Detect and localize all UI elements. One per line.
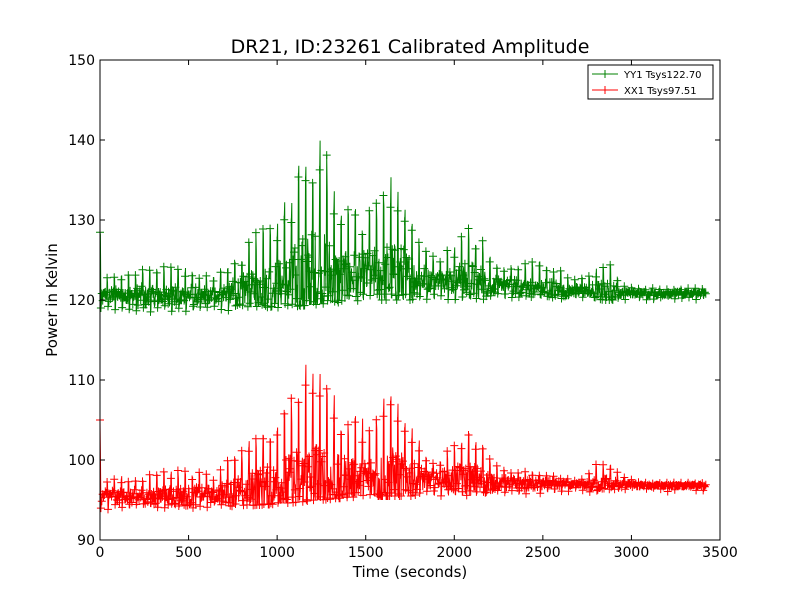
series-yy1	[96, 140, 710, 316]
x-axis-title: Time (seconds)	[352, 563, 468, 581]
x-tick-label: 1500	[348, 545, 384, 561]
legend-entry-xx1: XX1 Tsys97.51	[592, 86, 697, 97]
y-tick-label: 110	[68, 373, 95, 389]
y-axis-title: Power in Kelvin	[43, 243, 61, 357]
x-tick-label: 500	[175, 545, 202, 561]
legend-marker-xx1	[601, 86, 609, 94]
x-tick-label: 0	[96, 545, 105, 561]
x-tick-label: 2000	[436, 545, 472, 561]
legend-label-yy1: YY1 Tsys122.70	[623, 70, 702, 81]
y-tick-label: 150	[68, 53, 95, 69]
y-tick-label: 100	[68, 453, 95, 469]
legend-box	[587, 64, 714, 100]
chart-title: DR21, ID:23261 Calibrated Amplitude	[231, 36, 590, 58]
y-tick-label: 140	[68, 133, 95, 149]
y-tick-label: 90	[77, 533, 95, 549]
y-tick-label: 120	[68, 293, 95, 309]
legend-marker-yy1	[601, 70, 609, 78]
legend: YY1 Tsys122.70 XX1 Tsys97.51	[587, 64, 714, 100]
x-tick-label: 1000	[259, 545, 295, 561]
legend-entry-yy1: YY1 Tsys122.70	[592, 70, 702, 81]
y-axis: 90 100 110 120 130 140 150	[68, 53, 720, 549]
y-tick-label: 130	[68, 213, 95, 229]
x-tick-label: 3500	[702, 545, 738, 561]
x-axis: 0 500 1000 1500 2000 2500 3000 3500	[96, 60, 738, 561]
x-tick-label: 3000	[614, 545, 650, 561]
x-tick-label: 2500	[525, 545, 561, 561]
legend-label-xx1: XX1 Tsys97.51	[624, 86, 697, 97]
